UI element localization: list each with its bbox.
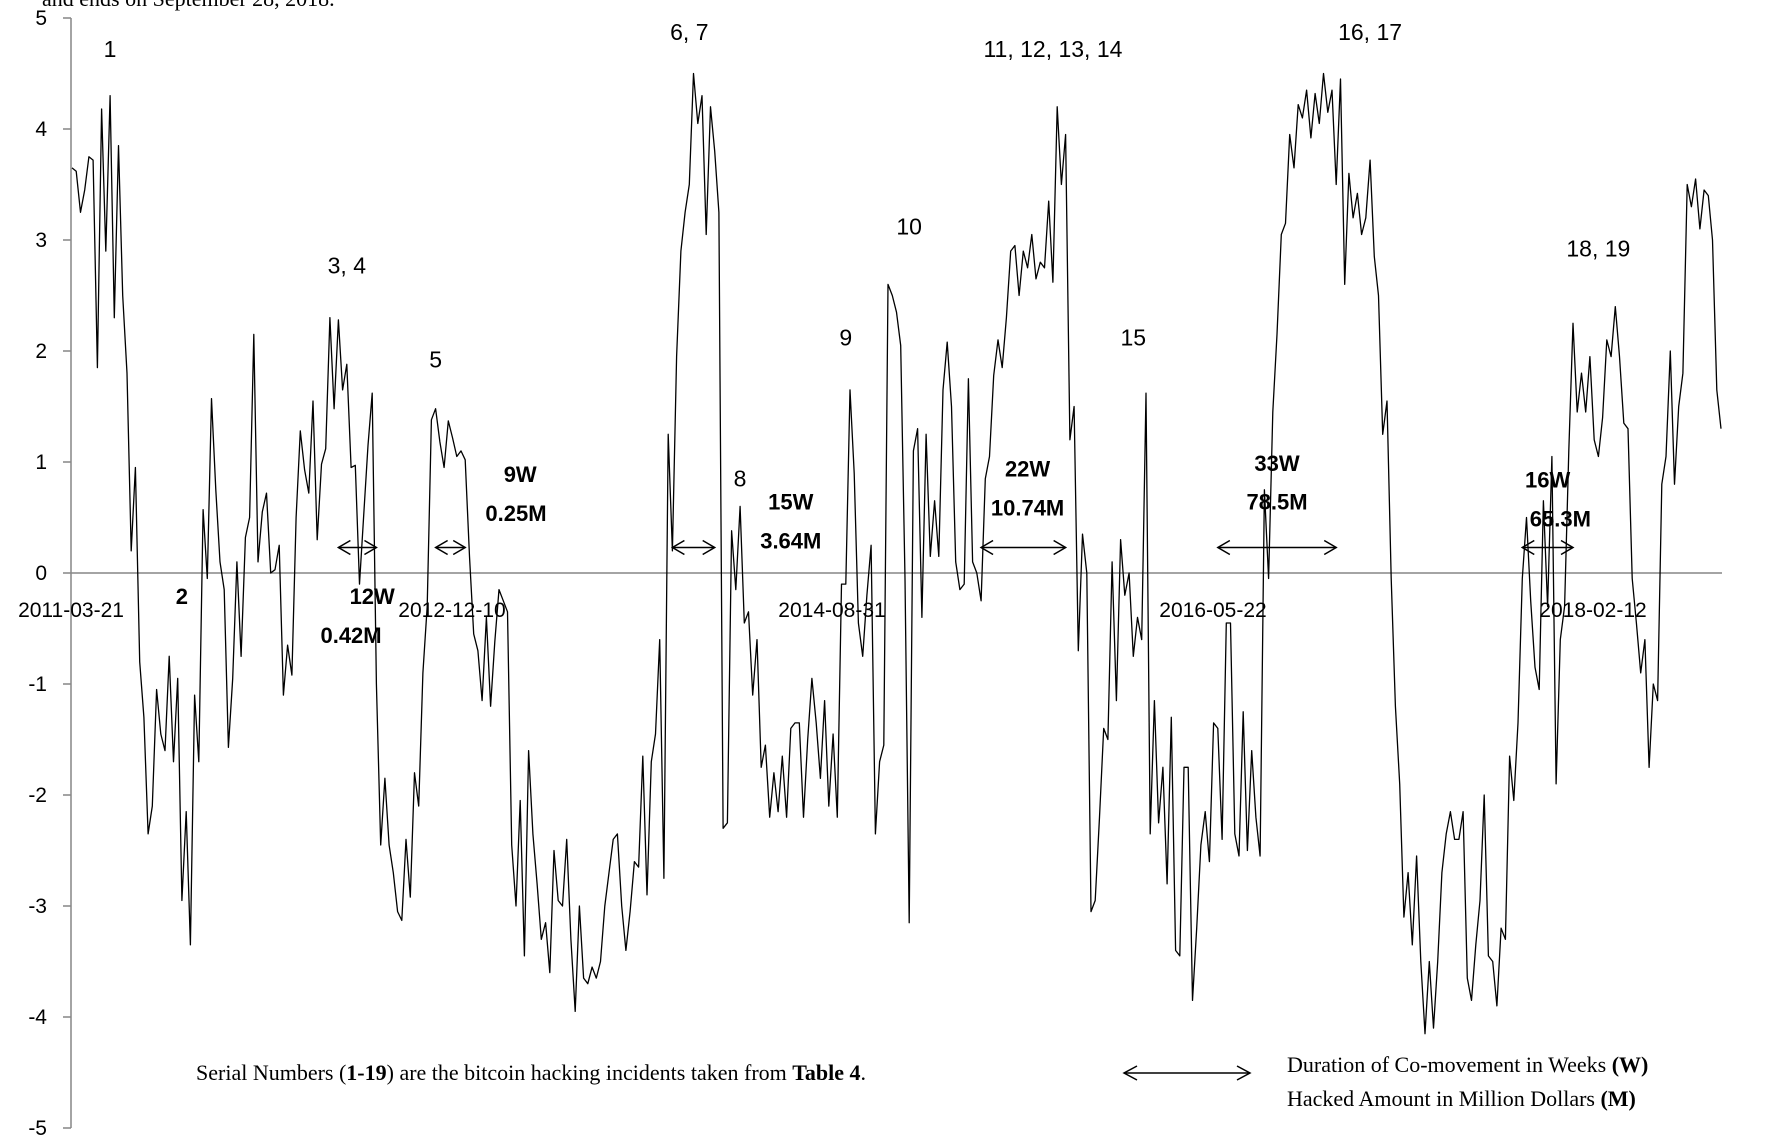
- y-tick-label: -5: [28, 1117, 47, 1139]
- comovement-amount-label: 0.42M: [320, 623, 381, 648]
- y-tick-label: 2: [35, 340, 47, 363]
- y-tick-label: -1: [28, 673, 47, 696]
- comovement-weeks-label: 16W: [1525, 468, 1570, 493]
- comovement-amount-label: 0.25M: [485, 501, 546, 526]
- incident-label: 10: [896, 213, 922, 239]
- y-tick-label: 3: [35, 229, 47, 252]
- y-tick-label: -3: [28, 895, 47, 918]
- comovement-amount-label: 78.5M: [1246, 490, 1307, 515]
- incident-label-group: 1 2 3, 4 5 6, 7 8 9 10 11, 12, 13, 14 15 16, 17 18,…: [104, 19, 1631, 609]
- x-tick-label: 2011-03-21: [18, 599, 124, 622]
- comovement-amount-label: 3.64M: [760, 529, 821, 554]
- incident-label: 2: [176, 584, 188, 609]
- legend-double-arrow-icon: [1122, 1065, 1252, 1081]
- double-arrow-icon: [670, 539, 717, 556]
- incident-label: 9: [839, 324, 852, 350]
- y-tick-label: -2: [28, 784, 47, 807]
- comovement-weeks-label: 12W: [350, 584, 395, 609]
- serial-number-note: Serial Numbers (1-19) are the bitcoin ha…: [196, 1060, 866, 1085]
- comovement-weeks-label: 15W: [768, 490, 813, 515]
- incident-label: 3, 4: [328, 252, 367, 278]
- double-arrow-icon: [434, 539, 467, 556]
- double-arrow-icon: [336, 539, 378, 556]
- incident-label: 18, 19: [1566, 236, 1630, 262]
- incident-label: 1: [104, 36, 117, 62]
- comovement-amount-label: 10.74M: [991, 495, 1064, 520]
- double-arrow-icon: [979, 539, 1068, 556]
- double-arrow-icon: [1520, 539, 1575, 556]
- caption-fragment: and ends on September 28, 2018.: [42, 0, 335, 11]
- comovement-weeks-label: 33W: [1254, 451, 1299, 476]
- x-tick-group: 2011-03-21 2012-12-10 2014-08-31 2016-05-22…: [18, 599, 1647, 622]
- x-tick-label: 2018-02-12: [1539, 599, 1646, 622]
- x-tick-label: 2012-12-10: [398, 599, 505, 622]
- incident-label: 6, 7: [670, 19, 708, 45]
- amount-legend: Hacked Amount in Million Dollars (M): [1287, 1086, 1636, 1111]
- comovement-weeks-label: 22W: [1005, 456, 1050, 481]
- incident-label: 8: [734, 465, 747, 491]
- incident-label: 16, 17: [1338, 19, 1402, 45]
- y-tick-label: 5: [35, 7, 47, 30]
- comovement-amount-label: 65.3M: [1530, 506, 1591, 531]
- y-tick-label: 0: [35, 562, 47, 585]
- x-tick-label: 2014-08-31: [778, 599, 885, 622]
- legend: Serial Numbers (1-19) are the bitcoin ha…: [196, 1052, 1648, 1111]
- incident-label: 15: [1120, 324, 1146, 350]
- series-line: [71, 72, 1722, 1035]
- y-tick-label: 1: [35, 451, 47, 474]
- y-tick-label: 4: [35, 118, 47, 141]
- incident-label: 11, 12, 13, 14: [983, 36, 1122, 62]
- double-arrow-icon: [1216, 539, 1338, 556]
- duration-legend: Duration of Co-movement in Weeks (W): [1287, 1052, 1648, 1077]
- y-tick-label: -4: [28, 1006, 47, 1029]
- comovement-weeks-label: 9W: [504, 462, 537, 487]
- y-tick-group: 5 4 3 2 1 0 -1 -2 -3 -4 -5: [28, 7, 71, 1139]
- comovement-arrow-group: 12W 0.42M 9W 0.25M 15W 3.64M 22W 10.74M 33W 78.5M…: [320, 451, 1590, 648]
- x-tick-label: 2016-05-22: [1159, 599, 1266, 622]
- incident-label: 5: [429, 347, 442, 373]
